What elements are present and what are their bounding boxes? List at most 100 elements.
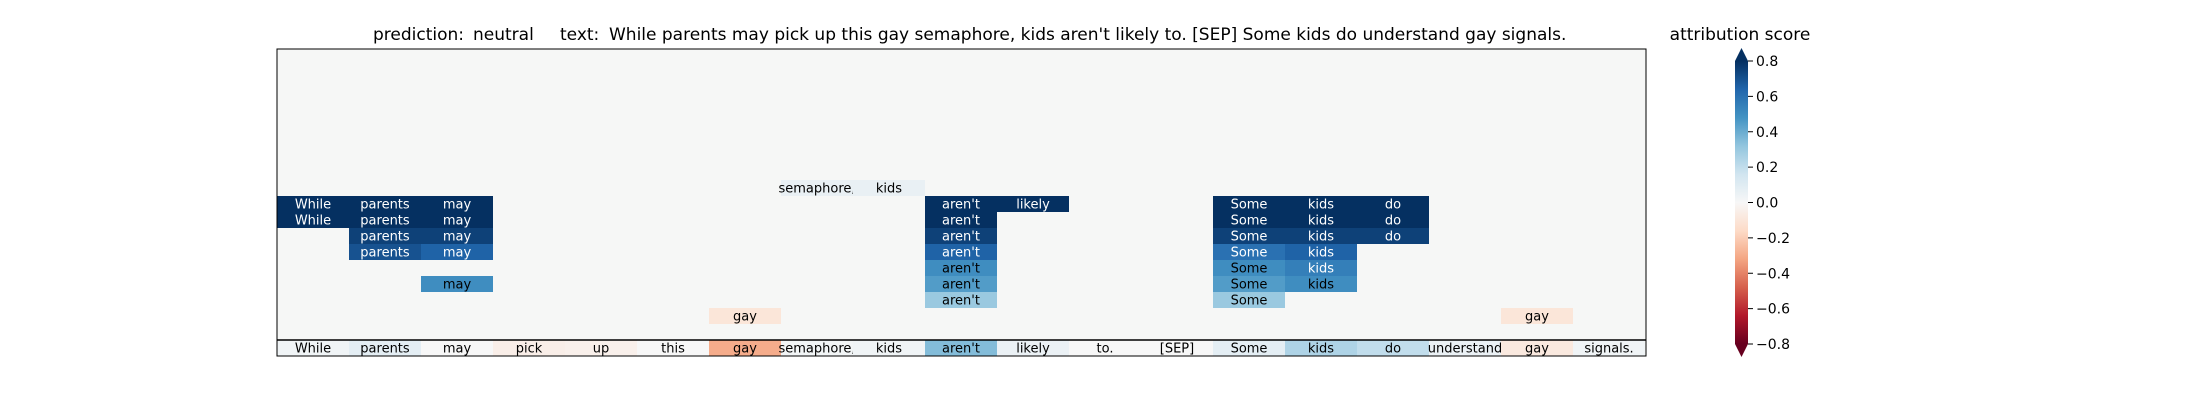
base-token-cell-rect [1213, 340, 1285, 356]
stacked-token-cell-label: kids [1308, 278, 1334, 293]
base-token-cell: this [637, 340, 709, 357]
stacked-token-cell-rect [853, 180, 925, 196]
base-token-cell-rect [709, 340, 781, 356]
base-token-cell-label: pick [516, 342, 543, 357]
stacked-token-cell-label: may [443, 230, 472, 245]
stacked-token-cell-label: aren't [942, 246, 980, 261]
stacked-token-cell-label: may [443, 214, 472, 229]
stacked-token-cell-rect [925, 244, 997, 260]
base-token-cell-rect [853, 340, 925, 356]
stacked-token-cell-rect [1213, 228, 1285, 244]
stacked-token-cell-label: gay [733, 310, 757, 325]
base-token-cell: likely [997, 340, 1069, 357]
colorbar-tick-label: −0.4 [1756, 266, 1790, 282]
stacked-token-cell-label: gay [1525, 310, 1549, 325]
base-token-cell-label: gay [733, 342, 757, 357]
stacked-token-cell: may [421, 228, 493, 245]
colorbar-tick-label: −0.8 [1756, 337, 1790, 353]
colorbar: 0.8 0.6 0.4 0.2 0.0 −0.2 −0.4 −0.6 −0.8 [1735, 48, 1790, 357]
stacked-token-cell: gay [709, 308, 781, 325]
plot-frame [276, 48, 1647, 357]
base-token-cell-rect [421, 340, 493, 356]
stacked-token-cell: Some [1213, 244, 1285, 261]
stacked-token-cell-rect [1501, 308, 1573, 324]
stacked-token-cell-label: aren't [942, 278, 980, 293]
stacked-token-cell-label: likely [1016, 198, 1050, 213]
base-token-cell-label: aren't [942, 342, 980, 357]
base-token-cell: gay [709, 340, 781, 357]
title-text-value: While parents may pick up this gay semap… [609, 25, 1566, 45]
stacked-token-cell: Some [1213, 276, 1285, 293]
stacked-token-cell-label: Some [1231, 278, 1268, 293]
stacked-token-cell-rect [925, 260, 997, 276]
stacked-token-cell-rect [925, 228, 997, 244]
stacked-token-cell-label: may [443, 198, 472, 213]
stacked-token-cell: kids [1285, 244, 1357, 261]
stacked-token-cell: do [1357, 228, 1429, 245]
stacked-token-cell-label: kids [1308, 262, 1334, 277]
base-token-cell: to. [1069, 340, 1141, 357]
stacked-token-cell: aren't [925, 228, 997, 245]
stacked-token-cell: kids [1285, 260, 1357, 277]
stacked-token-cell-label: may [443, 278, 472, 293]
colorbar-title: attribution score [1670, 25, 1811, 45]
stacked-token-cell-label: parents [360, 198, 410, 213]
colorbar-tick-label: 0.4 [1756, 125, 1778, 141]
colorbar-tick-label: 0.8 [1756, 54, 1778, 70]
stacked-token-cell-rect [1285, 276, 1357, 292]
colorbar-tick-label: −0.6 [1756, 302, 1790, 318]
stacked-token-cell: kids [1285, 196, 1357, 213]
stacked-token-cell: kids [853, 180, 925, 197]
stacked-token-cell-label: may [443, 246, 472, 261]
stacked-token-cell-rect [1285, 260, 1357, 276]
stacked-token-cell: likely [997, 196, 1069, 213]
base-token-cell-rect [1501, 340, 1573, 356]
base-token-cell: gay [1501, 340, 1573, 357]
colorbar-extend-max [1735, 48, 1748, 61]
stacked-token-cell-rect [349, 228, 421, 244]
stacked-token-cell-label: parents [360, 230, 410, 245]
stacked-token-cell-rect [1285, 228, 1357, 244]
stacked-token-cell: aren't [925, 244, 997, 261]
stacked-token-cell: aren't [925, 212, 997, 229]
base-token-cell: While [277, 340, 349, 357]
base-token-cell-label: understand [1428, 342, 1502, 357]
base-token-cell: may [421, 340, 493, 357]
base-token-cell-rect [997, 340, 1069, 356]
stacked-token-cell: may [421, 276, 493, 293]
stacked-token-cell: While [277, 196, 349, 213]
base-token-cell: do [1357, 340, 1429, 357]
stacked-token-cell: Some [1213, 212, 1285, 229]
stacked-token-cell: Some [1213, 260, 1285, 277]
base-token-cell-rect [1357, 340, 1429, 356]
base-token-cell-rect [565, 340, 637, 356]
stacked-token-cell-rect [1357, 212, 1429, 228]
base-token-cell: aren't [925, 340, 997, 357]
base-token-cell-rect [781, 340, 853, 356]
stacked-token-cell-rect [1285, 212, 1357, 228]
stacked-token-cell-label: Some [1231, 214, 1268, 229]
colorbar-tick-label: 0.2 [1756, 160, 1778, 176]
stacked-token-cell-label: semaphore, [778, 182, 855, 197]
stacked-token-cell: While [277, 212, 349, 229]
stacked-token-cell-rect [925, 276, 997, 292]
base-token-cell-rect [1429, 340, 1501, 356]
stacked-token-cell: aren't [925, 196, 997, 213]
stacked-token-cell-rect [349, 244, 421, 260]
stacked-token-cell-rect [1213, 196, 1285, 212]
stacked-token-cell-rect [1213, 244, 1285, 260]
stacked-token-cell: kids [1285, 276, 1357, 293]
stacked-token-cell-label: aren't [942, 198, 980, 213]
base-token-cell: [SEP] [1141, 340, 1213, 357]
stacked-token-cell-label: parents [360, 214, 410, 229]
base-token-cell: pick [493, 340, 565, 357]
base-token-cell-label: gay [1525, 342, 1549, 357]
base-token-cell-label: this [661, 342, 685, 357]
base-token-cell: parents [349, 340, 421, 357]
stacked-token-cell: parents [349, 196, 421, 213]
base-token-cell-rect [277, 340, 349, 356]
stacked-token-cell-rect [1213, 212, 1285, 228]
base-token-cell: kids [853, 340, 925, 357]
stacked-token-cell-label: aren't [942, 294, 980, 309]
base-token-cell: up [565, 340, 637, 357]
